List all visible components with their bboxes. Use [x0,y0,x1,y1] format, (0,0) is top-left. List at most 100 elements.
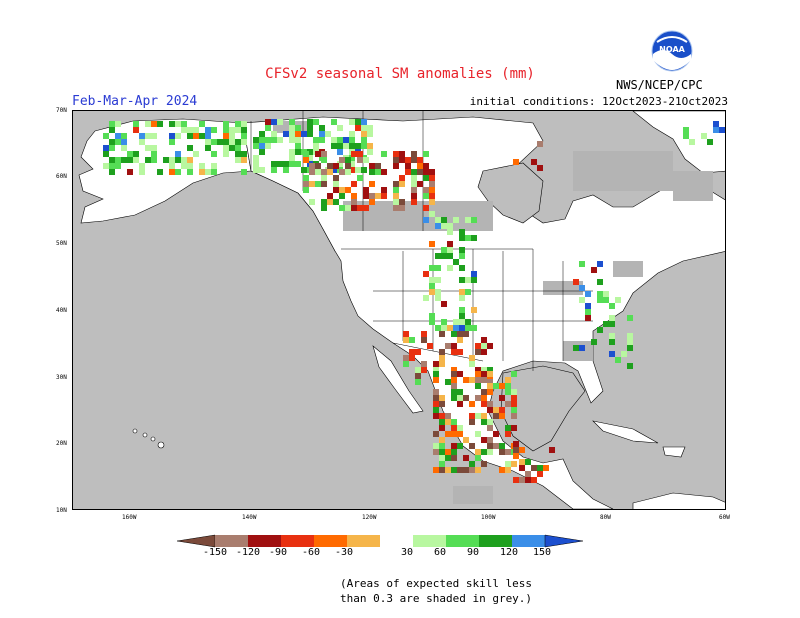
anomaly-cell [445,431,451,437]
anomaly-cell [447,325,453,331]
anomaly-cell [465,289,471,295]
anomaly-cell [433,449,439,455]
anomaly-cell [429,289,435,295]
anomaly-cell [505,461,511,467]
lat-label-40n: 40N [56,307,67,314]
lon-label-80w: 80W [600,514,611,521]
anomaly-cell [235,127,241,133]
anomaly-cell [235,145,241,151]
anomaly-cell [439,425,445,431]
anomaly-cell [271,137,277,143]
anomaly-cell [187,133,193,139]
anomaly-cell [505,377,511,383]
anomaly-cell [451,383,457,389]
anomaly-cell [235,121,241,127]
anomaly-cell [429,187,435,193]
anomaly-cell [511,425,517,431]
anomaly-cell [457,371,463,377]
legend-swatch [479,535,512,547]
anomaly-cell [447,241,453,247]
anomaly-cell [333,163,339,169]
anomaly-cell [339,169,345,175]
anomaly-cell [487,425,493,431]
anomaly-cell [453,259,459,265]
anomaly-cell [457,395,463,401]
anomaly-cell [199,121,205,127]
anomaly-cell [133,121,139,127]
anomaly-cell [459,289,465,295]
anomaly-cell [393,199,399,205]
anomaly-cell [319,131,325,137]
anomaly-cell [399,151,405,157]
anomaly-cell [511,395,517,401]
anomaly-cell [205,127,211,133]
anomaly-cell [439,449,445,455]
anomaly-cell [505,467,511,473]
anomaly-cell [573,279,579,285]
anomaly-cell [157,169,163,175]
anomaly-cell [355,125,361,131]
anomaly-cell [441,319,447,325]
lat-label-50n: 50N [56,240,67,247]
anomaly-cell [175,133,181,139]
anomaly-cell [399,199,405,205]
anomaly-cell [303,181,309,187]
anomaly-cell [121,139,127,145]
anomaly-cell [481,461,487,467]
anomaly-cell [321,169,327,175]
anomaly-cell [361,119,367,125]
anomaly-cell [151,157,157,163]
anomaly-cell [451,443,457,449]
anomaly-cell [393,151,399,157]
anomaly-cell [265,125,271,131]
anomaly-cell [445,467,451,473]
anomaly-cell [519,447,525,453]
anomaly-cell [439,361,445,367]
anomaly-cell [223,121,229,127]
anomaly-cell [405,169,411,175]
anomaly-cell [713,121,719,127]
legend-threshold-label: -120 [236,547,261,558]
anomaly-cell [139,163,145,169]
anomaly-cell [487,367,493,373]
legend-threshold-label: -90 [269,547,288,558]
anomaly-cell [459,313,465,319]
anomaly-cell [469,377,475,383]
anomaly-cell [579,261,585,267]
anomaly-cell [433,413,439,419]
anomaly-cell [439,467,445,473]
anomaly-cell [333,175,339,181]
anomaly-cell [199,169,205,175]
anomaly-cell [313,119,319,125]
anomaly-cell [429,313,435,319]
anomaly-cell [423,163,429,169]
anomaly-cell [331,137,337,143]
anomaly-cell [475,413,481,419]
anomaly-cell [469,361,475,367]
anomaly-cell [441,223,447,229]
anomaly-cell [445,379,451,385]
anomaly-cell [271,167,277,173]
anomaly-cell [603,321,609,327]
anomaly-cell [327,163,333,169]
anomaly-cell [487,419,493,425]
anomaly-cell [351,193,357,199]
anomaly-cell [277,119,283,125]
legend-swatch [248,535,281,547]
anomaly-cell [319,137,325,143]
anomaly-cell [463,455,469,461]
anomaly-cell [499,467,505,473]
anomaly-cell [441,217,447,223]
anomaly-cell [361,137,367,143]
anomaly-cell [253,161,259,167]
anomaly-cell [469,443,475,449]
anomaly-cell [339,157,345,163]
anomaly-cell [229,127,235,133]
anomaly-cell [609,303,615,309]
anomaly-cell [513,441,519,447]
anomaly-cell [457,431,463,437]
anomaly-cell [103,133,109,139]
anomaly-cell [585,291,591,297]
anomaly-cell [415,379,421,385]
lat-label-60n: 60N [56,173,67,180]
